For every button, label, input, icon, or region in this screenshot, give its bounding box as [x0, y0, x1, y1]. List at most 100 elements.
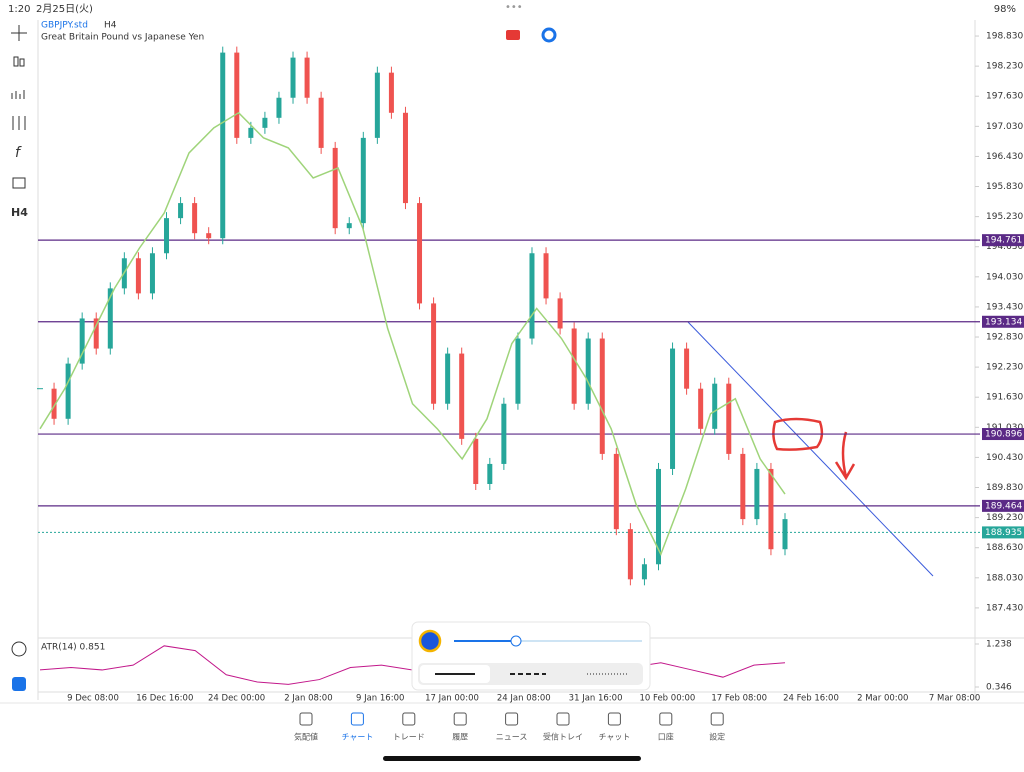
indicator-tool[interactable]: [12, 116, 26, 130]
tab-label[interactable]: 口座: [658, 732, 674, 742]
y-tick-label: 192.830: [986, 333, 1023, 343]
candle: [388, 72, 394, 113]
tab-label[interactable]: チャット: [598, 733, 630, 742]
current-price-tag: [982, 526, 1024, 539]
tab-label[interactable]: チャート: [341, 733, 373, 742]
candle: [670, 348, 676, 469]
candle: [220, 52, 226, 239]
x-tick-label: 24 Feb 16:00: [783, 694, 839, 704]
x-tick-label: 10 Feb 00:00: [640, 694, 696, 704]
y-tick-label: 190.430: [986, 453, 1023, 463]
y-tick-label: 188.630: [986, 543, 1023, 553]
candle: [571, 328, 577, 404]
chart-mode-icon[interactable]: [11, 641, 27, 657]
candle: [613, 453, 619, 530]
objects-tool[interactable]: [12, 177, 26, 189]
candle: [655, 468, 661, 565]
tab-label[interactable]: 受信トレイ: [543, 732, 583, 742]
candle: [107, 288, 113, 349]
level-tag: [982, 499, 1024, 512]
tab-icon[interactable]: [710, 712, 724, 726]
candle: [374, 72, 380, 138]
candle-tool[interactable]: [19, 58, 25, 67]
candle: [262, 117, 268, 128]
candle: [402, 112, 408, 204]
candle: [248, 127, 254, 138]
tab-icon[interactable]: [607, 712, 621, 726]
tab-label[interactable]: 気配値: [294, 732, 318, 742]
x-tick-label: 24 Dec 00:00: [208, 694, 265, 704]
candle: [782, 519, 788, 550]
tab-label[interactable]: 履歴: [452, 733, 468, 742]
crosshair-tool[interactable]: [11, 25, 27, 41]
chart: 198.830 198.230 197.630 197.030 196.430 195.8…: [37, 32, 1024, 704]
y-tick-label: 197.030: [986, 122, 1023, 132]
function-tool[interactable]: f: [15, 145, 22, 161]
symbol[interactable]: GBPJPY.std: [41, 21, 88, 31]
tab-label[interactable]: 設定: [709, 732, 725, 742]
candle: [599, 338, 605, 454]
candle: [79, 318, 85, 364]
tab-label[interactable]: トレード: [393, 733, 425, 742]
candle: [192, 203, 198, 234]
y-tick-label: 189.230: [986, 513, 1023, 523]
atr-tick-label: 0.346: [986, 683, 1012, 693]
candle: [332, 147, 338, 229]
candle: [149, 253, 155, 294]
current-price-label: 188.935: [985, 528, 1022, 538]
candle: [290, 57, 296, 98]
home-indicator: [383, 756, 641, 761]
candle: [684, 348, 690, 389]
y-tick-label: 192.230: [986, 363, 1023, 373]
tab-icon[interactable]: [299, 712, 313, 726]
tab-icon[interactable]: [556, 712, 570, 726]
candle: [93, 318, 99, 349]
atr-label: ATR(14) 0.851: [41, 643, 105, 653]
tab-icon[interactable]: [453, 712, 467, 726]
candle: [473, 438, 479, 484]
y-tick-label: 198.830: [986, 32, 1023, 42]
app-icon[interactable]: [12, 677, 26, 691]
candle: [417, 203, 423, 304]
tab-icon[interactable]: [505, 712, 519, 726]
toolbar-timeframe[interactable]: H4: [11, 206, 28, 219]
x-tick-label: 2 Jan 08:00: [284, 694, 332, 704]
annotation-arrow: [834, 431, 856, 481]
bar-tool[interactable]: [11, 90, 25, 99]
tab-icon[interactable]: [350, 712, 364, 726]
tab-icon[interactable]: [402, 712, 416, 726]
candle: [698, 388, 704, 429]
annotation-box: [772, 417, 824, 451]
tab-icon[interactable]: [659, 712, 673, 726]
candle: [431, 303, 437, 404]
candle-tool[interactable]: [13, 56, 19, 67]
candle: [754, 468, 760, 520]
candle: [51, 388, 57, 419]
candle: [515, 338, 521, 404]
clock-icon[interactable]: [541, 27, 557, 43]
left-toolbar: [11, 25, 27, 189]
x-tick-label: 17 Jan 00:00: [425, 694, 479, 704]
candle: [346, 223, 352, 229]
y-tick-label: 187.430: [986, 603, 1023, 613]
trade-icon[interactable]: [506, 30, 520, 40]
candle: [178, 203, 184, 219]
candle: [65, 363, 71, 419]
candle: [557, 298, 563, 329]
color-picker[interactable]: [418, 629, 442, 653]
level-tag: [982, 315, 1024, 328]
x-tick-label: 9 Jan 16:00: [356, 694, 404, 704]
candle: [445, 353, 451, 404]
slider-thumb[interactable]: [510, 635, 522, 647]
candle: [529, 253, 535, 339]
level-tag: [982, 234, 1024, 247]
candle: [627, 529, 633, 580]
tab-bar: 気配値 チャート トレード 履歴 ニュース 受信トレイ チャット 口座 設定: [294, 712, 725, 742]
dots: •••: [505, 2, 523, 13]
y-tick-label: 194.030: [986, 272, 1023, 282]
x-tick-label: 17 Feb 08:00: [711, 694, 767, 704]
candle: [585, 338, 591, 404]
tab-label[interactable]: ニュース: [496, 733, 528, 742]
x-tick-label: 16 Dec 16:00: [136, 694, 193, 704]
candle: [641, 564, 647, 580]
